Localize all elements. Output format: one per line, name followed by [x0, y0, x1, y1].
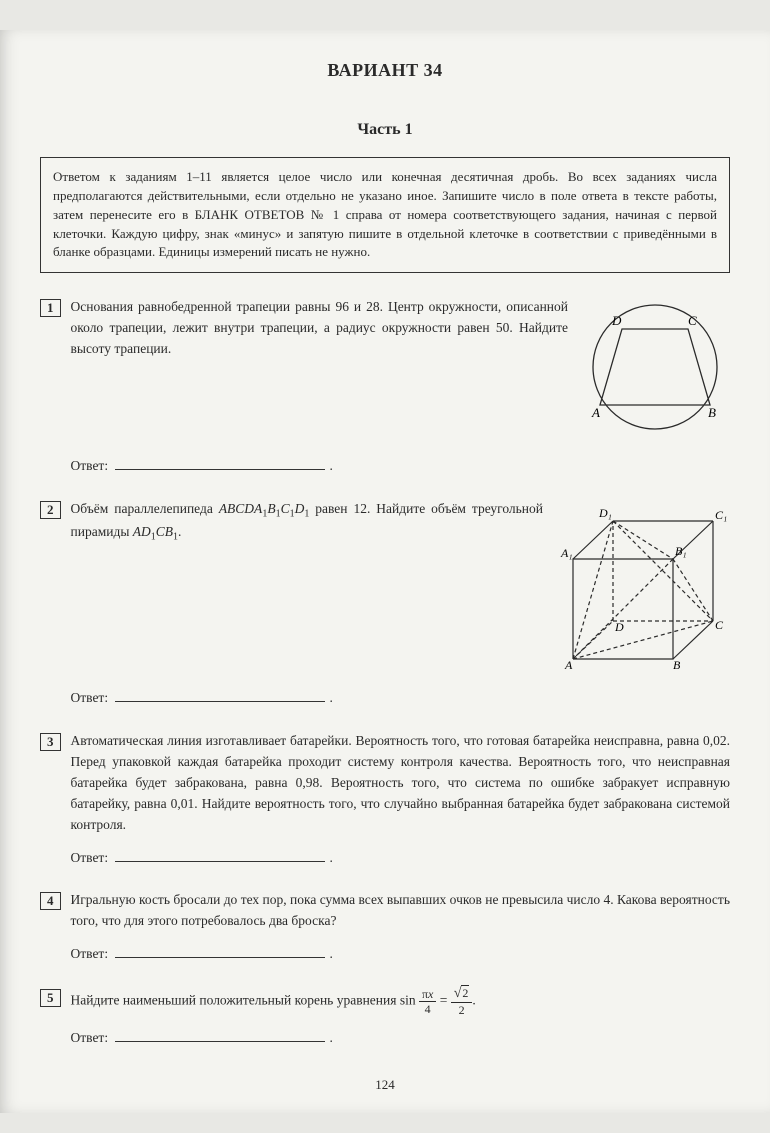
answer-blank — [115, 457, 325, 470]
answer-blank — [115, 1029, 325, 1042]
answer-row: Ответ: . — [71, 1028, 731, 1049]
answer-row: Ответ: . — [71, 456, 731, 477]
answer-label: Ответ: — [71, 850, 109, 865]
answer-label: Ответ: — [71, 690, 109, 705]
svg-text:A: A — [564, 658, 573, 669]
answer-row: Ответ: . — [71, 688, 731, 709]
task-2: 2 Объём параллелепипеда ABCDA1B1C1D1 рав… — [40, 499, 730, 709]
task-4: 4 Игральную кость бросали до тех пор, по… — [40, 890, 730, 965]
task-text: Объём параллелепипеда ABCDA1B1C1D1 равен… — [71, 499, 544, 545]
svg-text:C₁: C₁ — [715, 508, 727, 522]
svg-text:B: B — [673, 658, 681, 669]
instruction-box: Ответом к заданиям 1–11 является целое ч… — [40, 157, 730, 273]
answer-label: Ответ: — [71, 946, 109, 961]
answer-row: Ответ: . — [71, 944, 731, 965]
task-1: 1 Основания равнобедренной трапеции равн… — [40, 297, 730, 477]
task-text: Найдите наименьший положительный корень … — [71, 987, 731, 1016]
task-5: 5 Найдите наименьший положительный корен… — [40, 987, 730, 1049]
answer-blank — [115, 945, 325, 958]
svg-text:D: D — [614, 620, 624, 634]
answer-blank — [115, 849, 325, 862]
task-text: Игральную кость бросали до тех пор, пока… — [71, 890, 731, 932]
part-title: Часть 1 — [40, 121, 730, 139]
answer-row: Ответ: . — [71, 848, 731, 869]
svg-text:B: B — [708, 405, 716, 420]
figure-trapezoid: A B C D — [580, 297, 730, 444]
task-number: 1 — [40, 299, 61, 317]
task-number: 5 — [40, 989, 61, 1007]
svg-text:A₁: A₁ — [560, 546, 573, 560]
task-number: 4 — [40, 892, 61, 910]
page: ВАРИАНТ 34 Часть 1 Ответом к заданиям 1–… — [0, 30, 770, 1113]
task-text: Автоматическая линия изготавливает батар… — [71, 731, 731, 836]
page-number: 124 — [40, 1077, 730, 1093]
task-number: 3 — [40, 733, 61, 751]
task-3: 3 Автоматическая линия изготавливает бат… — [40, 731, 730, 869]
svg-text:D₁: D₁ — [598, 506, 612, 520]
figure-cube: A B C D A₁ B₁ C₁ D₁ — [555, 499, 730, 676]
task-text: Основания равнобедренной трапеции равны … — [71, 297, 569, 360]
svg-text:B₁: B₁ — [675, 544, 687, 558]
variant-title: ВАРИАНТ 34 — [40, 60, 730, 81]
svg-text:C: C — [688, 313, 697, 328]
svg-text:D: D — [611, 313, 622, 328]
answer-label: Ответ: — [71, 458, 109, 473]
answer-label: Ответ: — [71, 1030, 109, 1045]
answer-blank — [115, 689, 325, 702]
svg-text:A: A — [591, 405, 600, 420]
svg-text:C: C — [715, 618, 724, 632]
task-number: 2 — [40, 501, 61, 519]
